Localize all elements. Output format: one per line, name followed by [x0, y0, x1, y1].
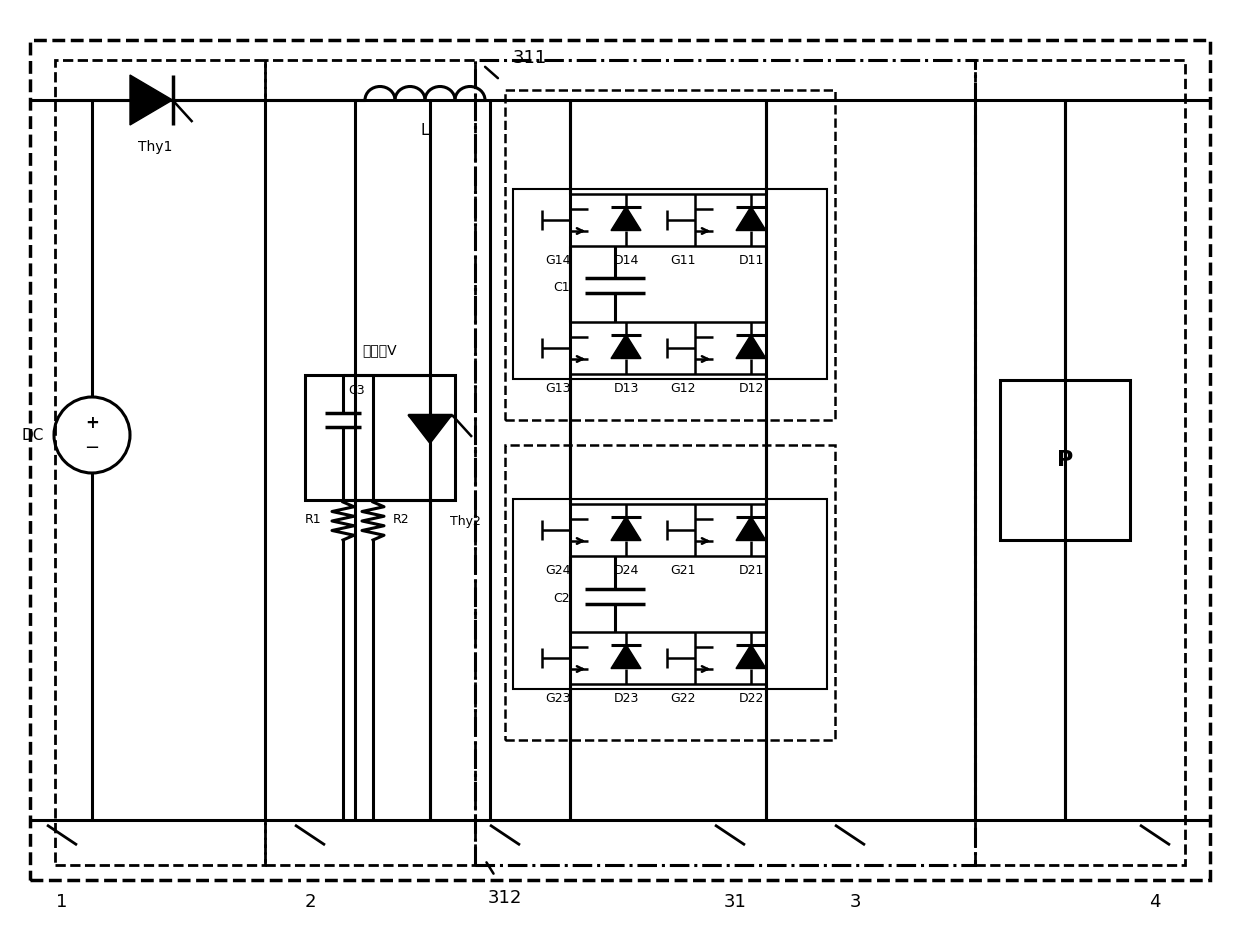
Bar [513, 189, 827, 379]
Text: D12: D12 [738, 381, 764, 394]
Text: −: − [84, 439, 99, 457]
Text: 311: 311 [513, 49, 547, 67]
Polygon shape [130, 75, 172, 125]
Text: 4: 4 [1149, 893, 1161, 911]
Text: DC: DC [21, 428, 43, 443]
Polygon shape [611, 335, 641, 358]
Text: G22: G22 [671, 692, 696, 705]
Polygon shape [737, 335, 766, 358]
Bar [513, 499, 827, 689]
Text: P: P [1056, 450, 1073, 470]
Text: D22: D22 [738, 692, 764, 705]
Text: 312: 312 [487, 889, 522, 907]
Text: G21: G21 [671, 564, 696, 577]
Text: L: L [420, 123, 429, 138]
Text: D11: D11 [738, 254, 764, 267]
Text: G11: G11 [671, 254, 696, 267]
Text: G14: G14 [546, 254, 570, 267]
Polygon shape [408, 415, 453, 444]
Bar [305, 375, 455, 500]
Text: C2: C2 [553, 591, 570, 604]
Text: +: + [86, 414, 99, 432]
Polygon shape [737, 516, 766, 540]
Text: R1: R1 [304, 512, 321, 525]
Text: R2: R2 [393, 512, 409, 525]
Text: G12: G12 [671, 381, 696, 394]
Text: Thy2: Thy2 [450, 515, 480, 528]
Text: 2: 2 [304, 893, 316, 911]
Text: D23: D23 [614, 692, 639, 705]
Text: 31: 31 [724, 893, 746, 911]
Text: C1: C1 [553, 281, 570, 294]
Text: C3: C3 [348, 384, 365, 397]
Polygon shape [611, 644, 641, 669]
Text: G13: G13 [546, 381, 570, 394]
Text: Thy1: Thy1 [138, 140, 172, 154]
Polygon shape [737, 644, 766, 669]
Text: D14: D14 [614, 254, 639, 267]
Polygon shape [611, 516, 641, 540]
Text: G24: G24 [546, 564, 570, 577]
Text: D24: D24 [614, 564, 639, 577]
Polygon shape [611, 206, 641, 231]
Text: G23: G23 [546, 692, 570, 705]
Text: 3: 3 [849, 893, 861, 911]
Bar [999, 380, 1130, 540]
Text: D21: D21 [738, 564, 764, 577]
Text: 1: 1 [56, 893, 68, 911]
Text: D13: D13 [614, 381, 639, 394]
Polygon shape [737, 206, 766, 231]
Text: 恢复阀V: 恢复阀V [362, 343, 397, 357]
